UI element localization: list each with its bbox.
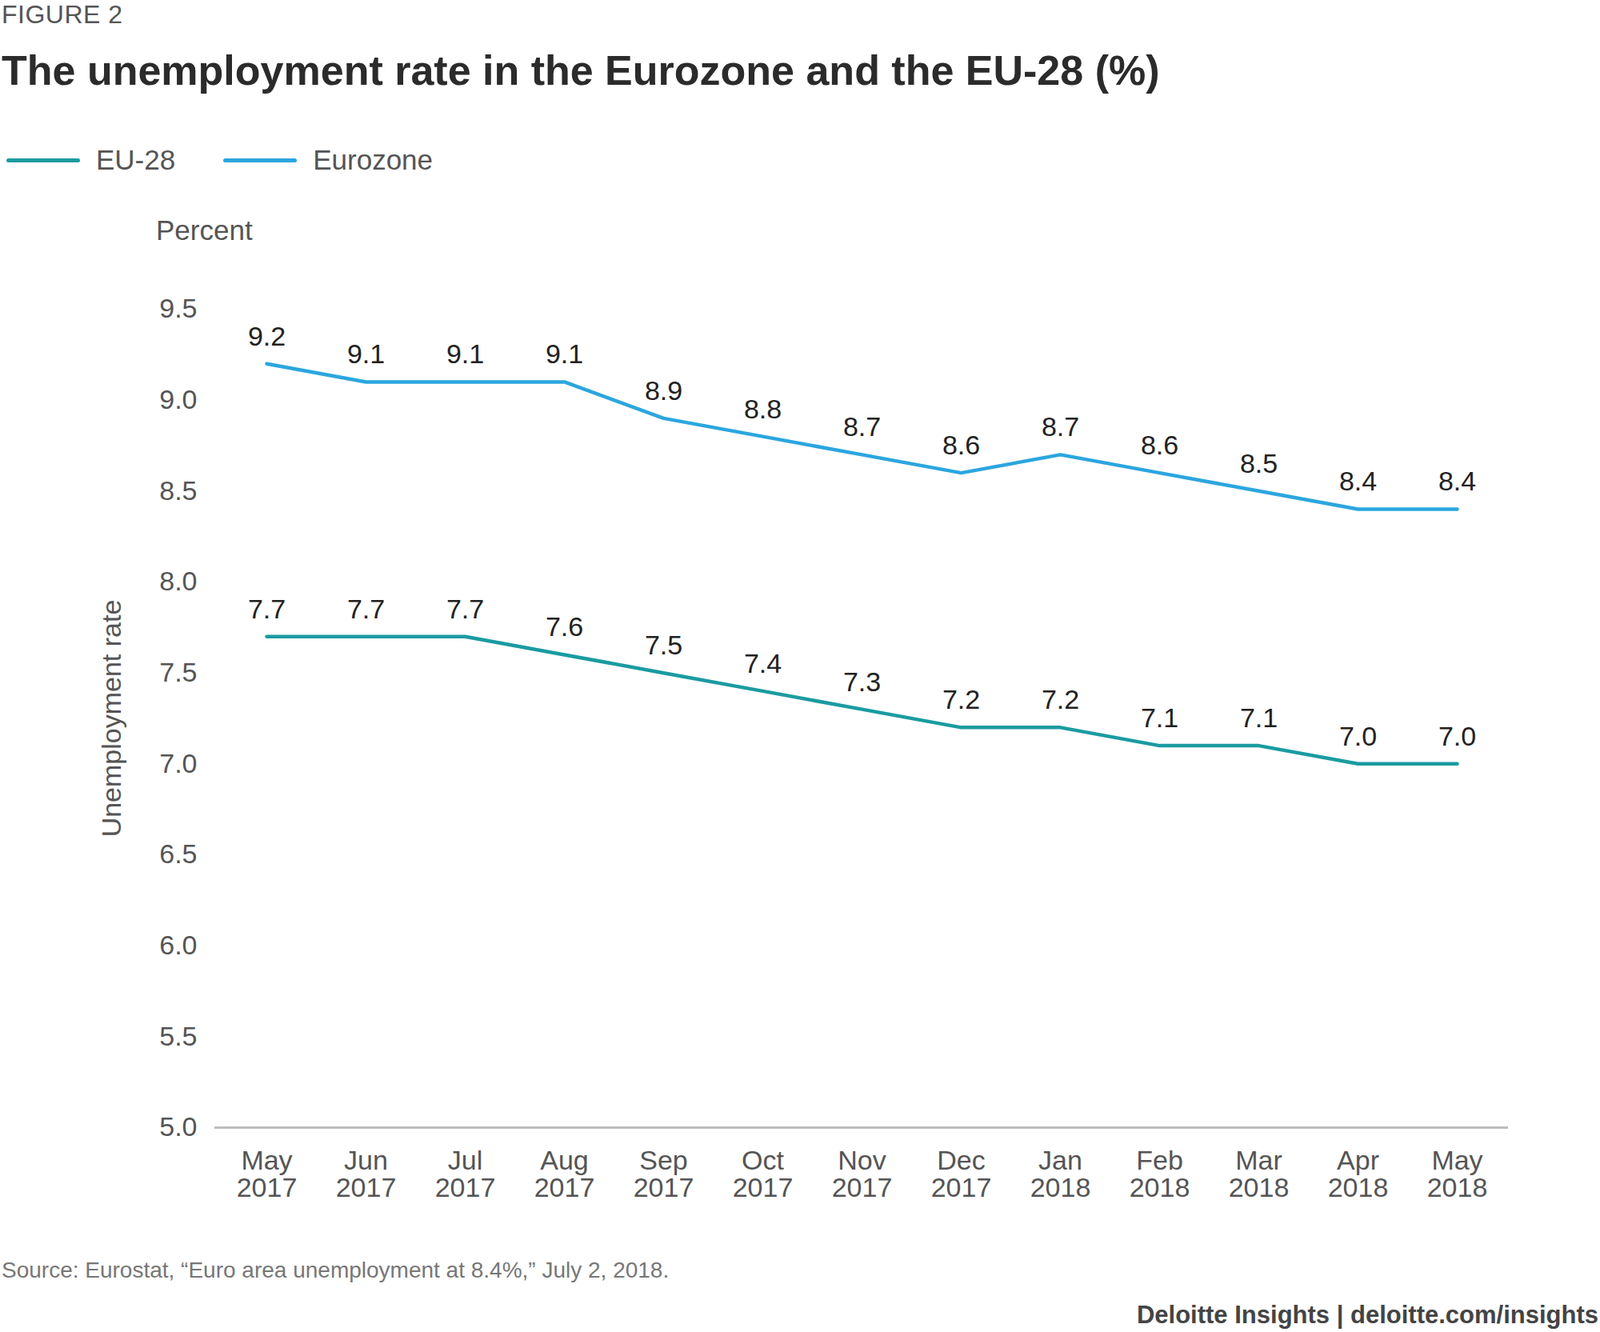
svg-text:8.9: 8.9 bbox=[644, 375, 683, 406]
svg-text:Jun2017: Jun2017 bbox=[336, 1144, 397, 1203]
svg-text:5.0: 5.0 bbox=[159, 1111, 197, 1142]
svg-text:8.6: 8.6 bbox=[942, 429, 980, 460]
svg-text:Jul2017: Jul2017 bbox=[435, 1144, 496, 1203]
svg-text:8.4: 8.4 bbox=[1339, 465, 1377, 496]
svg-text:8.0: 8.0 bbox=[159, 565, 197, 596]
svg-text:7.3: 7.3 bbox=[843, 666, 881, 697]
svg-text:May2018: May2018 bbox=[1427, 1144, 1488, 1203]
html-text:Percent: Percent bbox=[156, 214, 253, 246]
html-text:Source: Eurostat, “Euro area u: Source: Eurostat, “Euro area unemploymen… bbox=[1, 1257, 669, 1283]
svg-text:9.5: 9.5 bbox=[159, 292, 197, 324]
svg-text:7.0: 7.0 bbox=[1339, 720, 1377, 752]
svg-text:7.5: 7.5 bbox=[644, 629, 683, 660]
svg-text:8.5: 8.5 bbox=[1240, 448, 1278, 479]
svg-text:7.6: 7.6 bbox=[545, 611, 584, 642]
svg-text:7.4: 7.4 bbox=[744, 648, 782, 679]
html-text:The unemployment rate in the E: The unemployment rate in the Eurozone an… bbox=[1, 47, 1160, 94]
svg-text:Feb2018: Feb2018 bbox=[1129, 1144, 1191, 1203]
svg-text:8.7: 8.7 bbox=[1041, 411, 1080, 442]
svg-text:7.0: 7.0 bbox=[159, 748, 197, 779]
svg-text:8.6: 8.6 bbox=[1140, 429, 1179, 460]
svg-text:Nov2017: Nov2017 bbox=[832, 1144, 893, 1203]
svg-text:May2017: May2017 bbox=[236, 1144, 298, 1203]
svg-text:9.1: 9.1 bbox=[545, 338, 584, 369]
svg-text:7.0: 7.0 bbox=[1438, 720, 1476, 752]
svg-text:Sep2017: Sep2017 bbox=[633, 1144, 695, 1203]
svg-text:7.5: 7.5 bbox=[159, 656, 197, 688]
html-text:FIGURE 2: FIGURE 2 bbox=[1, 0, 123, 29]
svg-text:7.7: 7.7 bbox=[347, 593, 385, 624]
html-text:Eurozone: Eurozone bbox=[312, 144, 433, 176]
svg-text:7.1: 7.1 bbox=[1240, 702, 1278, 733]
svg-text:Mar2018: Mar2018 bbox=[1228, 1144, 1290, 1203]
svg-text:Apr2018: Apr2018 bbox=[1328, 1144, 1389, 1203]
svg-text:7.2: 7.2 bbox=[942, 684, 980, 715]
svg-text:7.2: 7.2 bbox=[1041, 684, 1080, 715]
svg-text:6.0: 6.0 bbox=[159, 929, 197, 960]
svg-text:8.8: 8.8 bbox=[744, 393, 782, 424]
html-text:EU-28: EU-28 bbox=[96, 144, 176, 176]
html-text:Deloitte Insights | deloitte.c: Deloitte Insights | deloitte.com/insight… bbox=[1136, 1300, 1599, 1329]
svg-text:Oct2017: Oct2017 bbox=[732, 1144, 794, 1203]
svg-text:7.1: 7.1 bbox=[1140, 702, 1179, 733]
svg-text:7.7: 7.7 bbox=[446, 593, 484, 624]
svg-text:9.0: 9.0 bbox=[159, 384, 197, 415]
svg-text:9.1: 9.1 bbox=[347, 338, 385, 369]
svg-text:6.5: 6.5 bbox=[159, 838, 197, 869]
svg-text:9.1: 9.1 bbox=[446, 338, 484, 369]
svg-text:7.7: 7.7 bbox=[248, 593, 286, 624]
svg-text:8.5: 8.5 bbox=[159, 475, 197, 506]
svg-text:9.2: 9.2 bbox=[248, 320, 286, 352]
svg-text:8.7: 8.7 bbox=[843, 411, 881, 442]
svg-text:Jan2018: Jan2018 bbox=[1030, 1144, 1092, 1203]
svg-text:Dec2017: Dec2017 bbox=[931, 1144, 992, 1203]
svg-text:Aug2017: Aug2017 bbox=[534, 1144, 596, 1203]
svg-text:5.5: 5.5 bbox=[159, 1020, 197, 1052]
svg-text:Unemployment rate: Unemployment rate bbox=[96, 600, 127, 838]
svg-text:8.4: 8.4 bbox=[1438, 465, 1476, 496]
